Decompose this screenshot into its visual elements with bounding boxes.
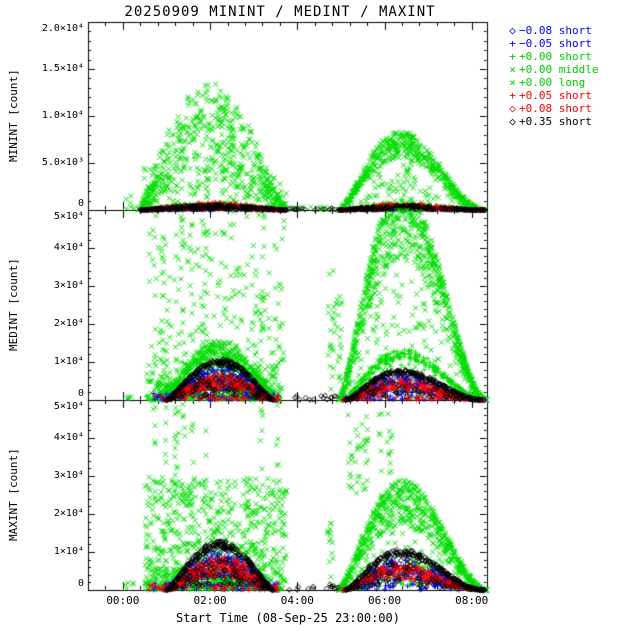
y-tick-label: 1.0×10⁴: [41, 110, 84, 121]
y-tick-label: 2.0×10⁴: [41, 23, 84, 34]
y-tick-label: 4×10⁴: [53, 432, 84, 443]
legend-label: −0.05 short: [519, 37, 592, 50]
y-tick-label: 0: [77, 578, 84, 589]
y-axis-label-minint: MININT [count]: [7, 69, 20, 163]
legend-label: +0.00 middle: [519, 63, 599, 76]
diamond-marker-icon: ◇: [509, 24, 516, 37]
y-tick-label: 2×10⁴: [53, 508, 84, 519]
legend-item: + +0.00 short: [506, 51, 598, 63]
legend-label: +0.35 short: [519, 115, 592, 128]
x-tick-label: 00:00: [106, 594, 140, 607]
x-tick-label: 04:00: [280, 594, 314, 607]
legend-item: × +0.00 long: [506, 77, 598, 89]
x-axis-label: Start Time (08-Sep-25 23:00:00): [176, 611, 400, 625]
plus-marker-icon: +: [509, 89, 516, 102]
plus-marker-icon: +: [509, 50, 516, 63]
y-tick-label: 3×10⁴: [53, 280, 84, 291]
legend-label: +0.05 short: [519, 89, 592, 102]
legend-label: +0.00 short: [519, 50, 592, 63]
chart-title: 20250909 MININT / MEDINT / MAXINT: [124, 4, 436, 20]
y-tick-label: 4×10⁴: [53, 242, 84, 253]
legend: ◇ −0.08 short + −0.05 short + +0.00 short × +0.…: [506, 25, 598, 129]
legend-item: ◇ −0.08 short: [506, 25, 598, 37]
y-tick-label: 1.5×10⁴: [41, 63, 84, 74]
y-tick-label: 0: [77, 198, 84, 209]
y-tick-label: 5×10⁴: [53, 211, 84, 222]
y-tick-label: 1×10⁴: [53, 356, 84, 367]
legend-item: + −0.05 short: [506, 38, 598, 50]
legend-label: +0.08 short: [519, 102, 592, 115]
legend-item: ◇ +0.35 short: [506, 116, 598, 128]
y-tick-label: 5×10⁴: [53, 401, 84, 412]
y-tick-label: 3×10⁴: [53, 470, 84, 481]
y-tick-label: 2×10⁴: [53, 318, 84, 329]
cross-marker-icon: ×: [509, 76, 516, 89]
cross-marker-icon: ×: [509, 63, 516, 76]
legend-label: +0.00 long: [519, 76, 586, 89]
legend-item: × +0.00 middle: [506, 64, 598, 76]
y-tick-label: 1×10⁴: [53, 546, 84, 557]
x-tick-label: 08:00: [455, 594, 489, 607]
legend-label: −0.08 short: [519, 24, 592, 37]
y-axis-label-maxint: MAXINT [count]: [7, 448, 20, 542]
diamond-marker-icon: ◇: [509, 115, 516, 128]
plus-marker-icon: +: [509, 37, 516, 50]
x-tick-label: 02:00: [193, 594, 227, 607]
y-tick-label: 0: [77, 388, 84, 399]
y-axis-label-medint: MEDINT [count]: [7, 258, 20, 352]
legend-item: + +0.05 short: [506, 90, 598, 102]
legend-item: ◇ +0.08 short: [506, 103, 598, 115]
y-tick-label: 5.0×10³: [41, 157, 84, 168]
x-tick-label: 06:00: [367, 594, 402, 607]
diamond-marker-icon: ◇: [509, 102, 516, 115]
